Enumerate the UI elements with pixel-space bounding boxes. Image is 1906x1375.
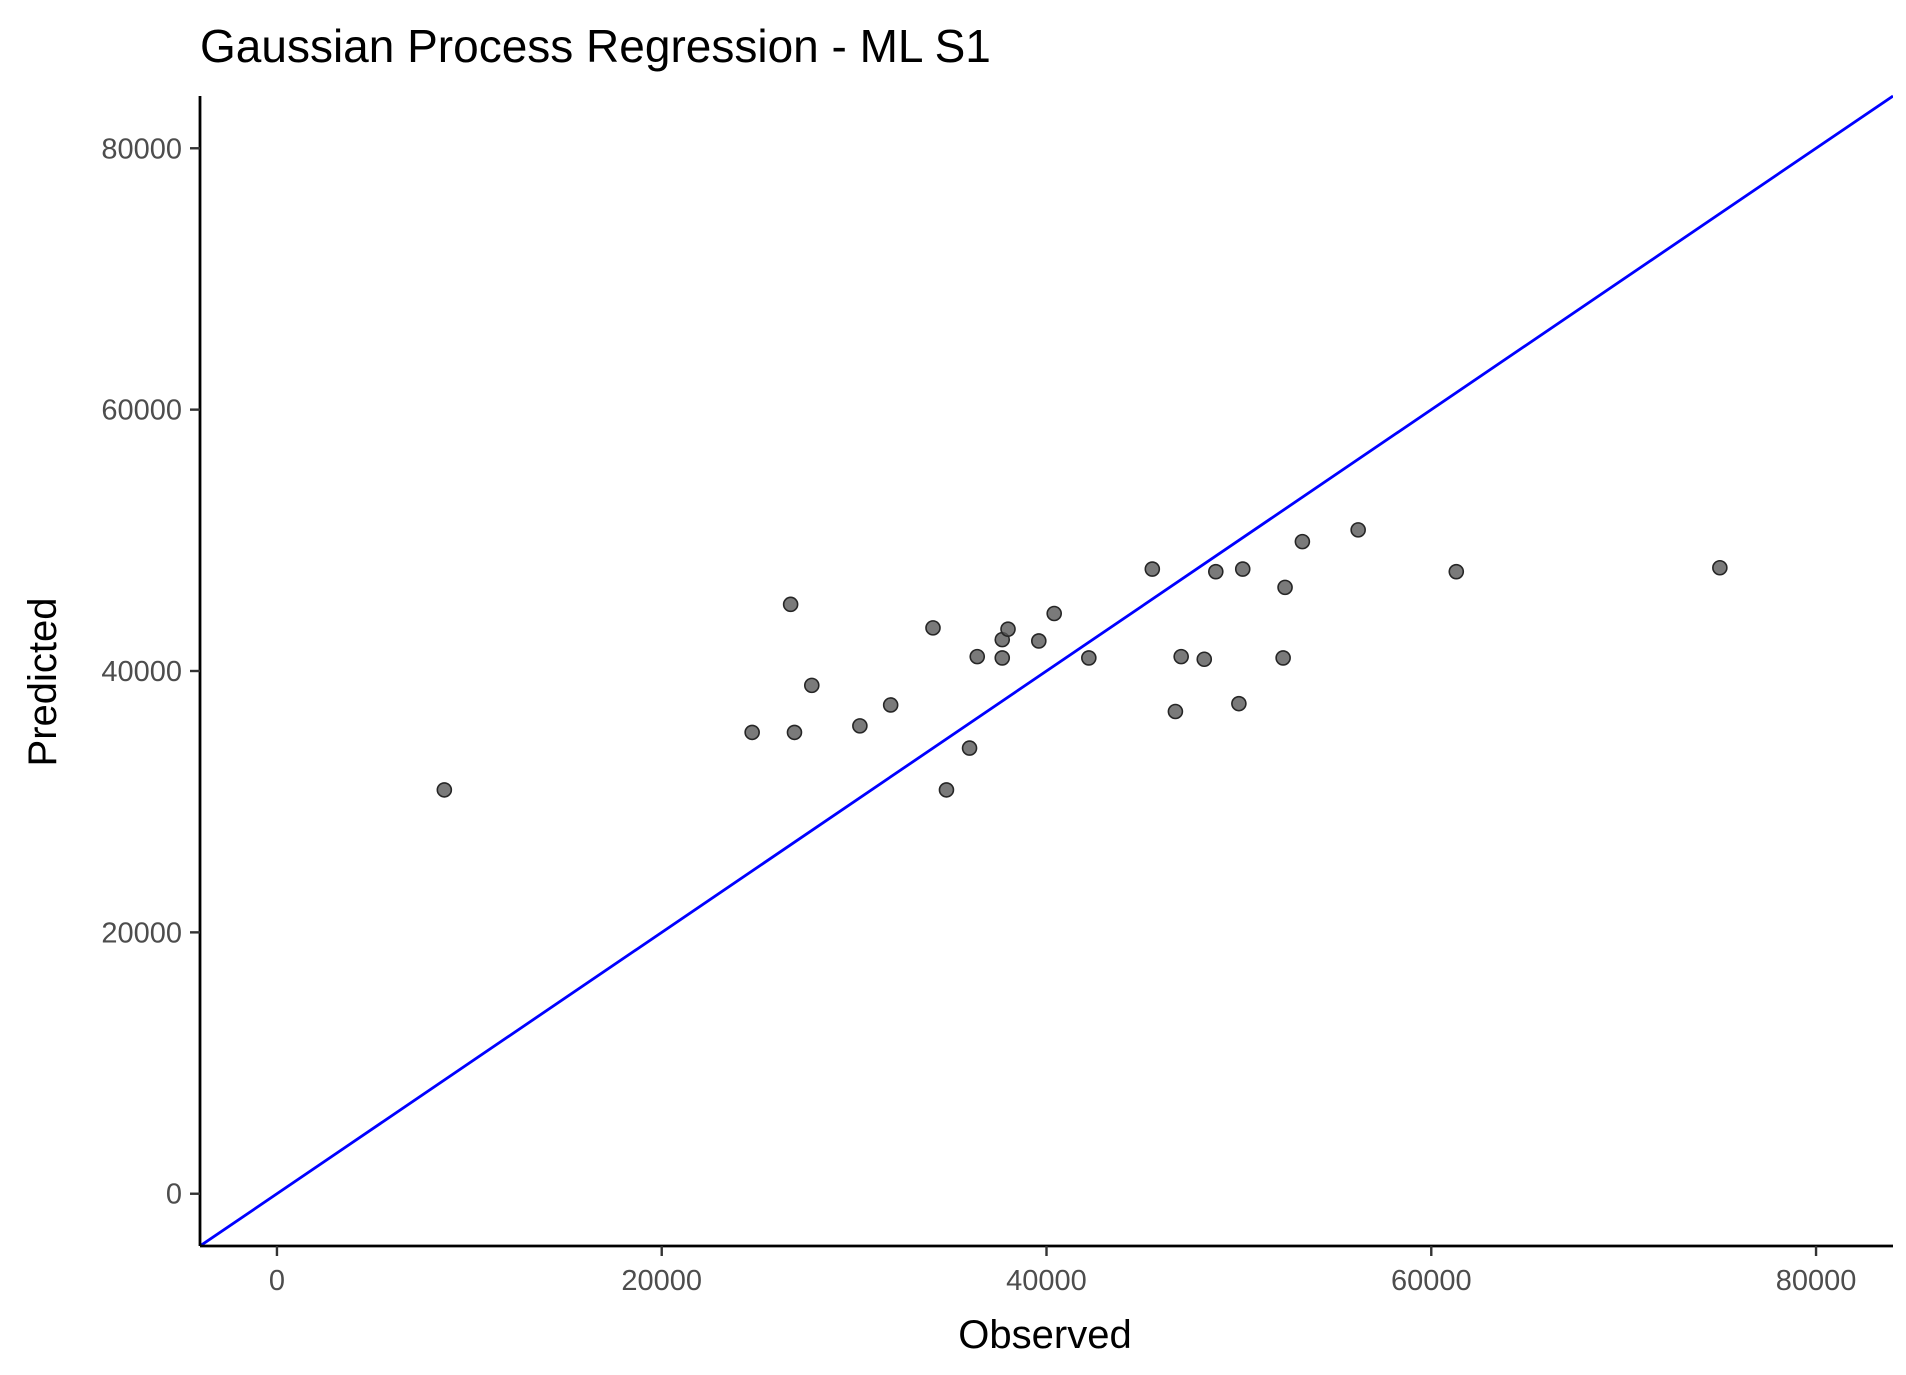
data-point-25 (1275, 650, 1291, 666)
x-axis: 0 20000 40000 60000 80000 (200, 1244, 1893, 1297)
data-point-5 (803, 677, 820, 694)
data-point-7 (882, 697, 899, 713)
data-point-14 (1000, 621, 1016, 637)
y-axis: 0 20000 40000 60000 80000 (101, 96, 202, 1246)
data-point-3 (782, 596, 799, 613)
data-point-17 (1081, 650, 1097, 666)
data-point-13 (994, 650, 1011, 666)
x-tick-label-4: 80000 (1776, 1265, 1857, 1297)
data-point-28 (1350, 522, 1366, 538)
data-point-19 (1167, 703, 1184, 720)
data-point-2 (744, 724, 760, 741)
chart-title: Gaussian Process Regression - ML S1 (200, 20, 991, 72)
x-tick-label-3: 60000 (1391, 1265, 1472, 1297)
y-tick-label-0: 0 (166, 1179, 182, 1211)
plot-area (200, 94, 1893, 1246)
y-tick-label-1: 20000 (101, 917, 182, 949)
data-point-20 (1173, 648, 1189, 665)
data-point-6 (852, 718, 868, 734)
data-point-29 (1448, 563, 1465, 580)
data-point-23 (1231, 695, 1247, 712)
data-point-11 (969, 648, 986, 665)
x-tick-label-1: 20000 (621, 1265, 702, 1297)
data-point-4 (786, 724, 803, 741)
data-point-15 (1031, 633, 1047, 649)
data-point-8 (925, 620, 941, 636)
data-point-22 (1208, 563, 1224, 580)
data-point-24 (1234, 561, 1251, 577)
x-axis-title: Observed (958, 1313, 1131, 1357)
data-point-18 (1144, 561, 1161, 577)
data-point-27 (1294, 533, 1311, 550)
data-point-26 (1277, 579, 1293, 596)
y-tick-label-3: 60000 (101, 395, 182, 427)
data-point-16 (1046, 605, 1062, 622)
data-point-30 (1712, 559, 1728, 576)
y-tick-label-4: 80000 (101, 133, 182, 165)
data-point-10 (961, 740, 978, 756)
data-point-1 (436, 782, 453, 798)
y-tick-label-2: 40000 (101, 656, 182, 688)
data-point-21 (1196, 651, 1213, 668)
y-axis-title: Predicted (21, 598, 65, 767)
identity-line (200, 94, 1893, 1246)
x-tick-label-2: 40000 (1006, 1265, 1087, 1297)
x-tick-label-0: 0 (269, 1265, 285, 1297)
data-point-9 (938, 782, 955, 798)
